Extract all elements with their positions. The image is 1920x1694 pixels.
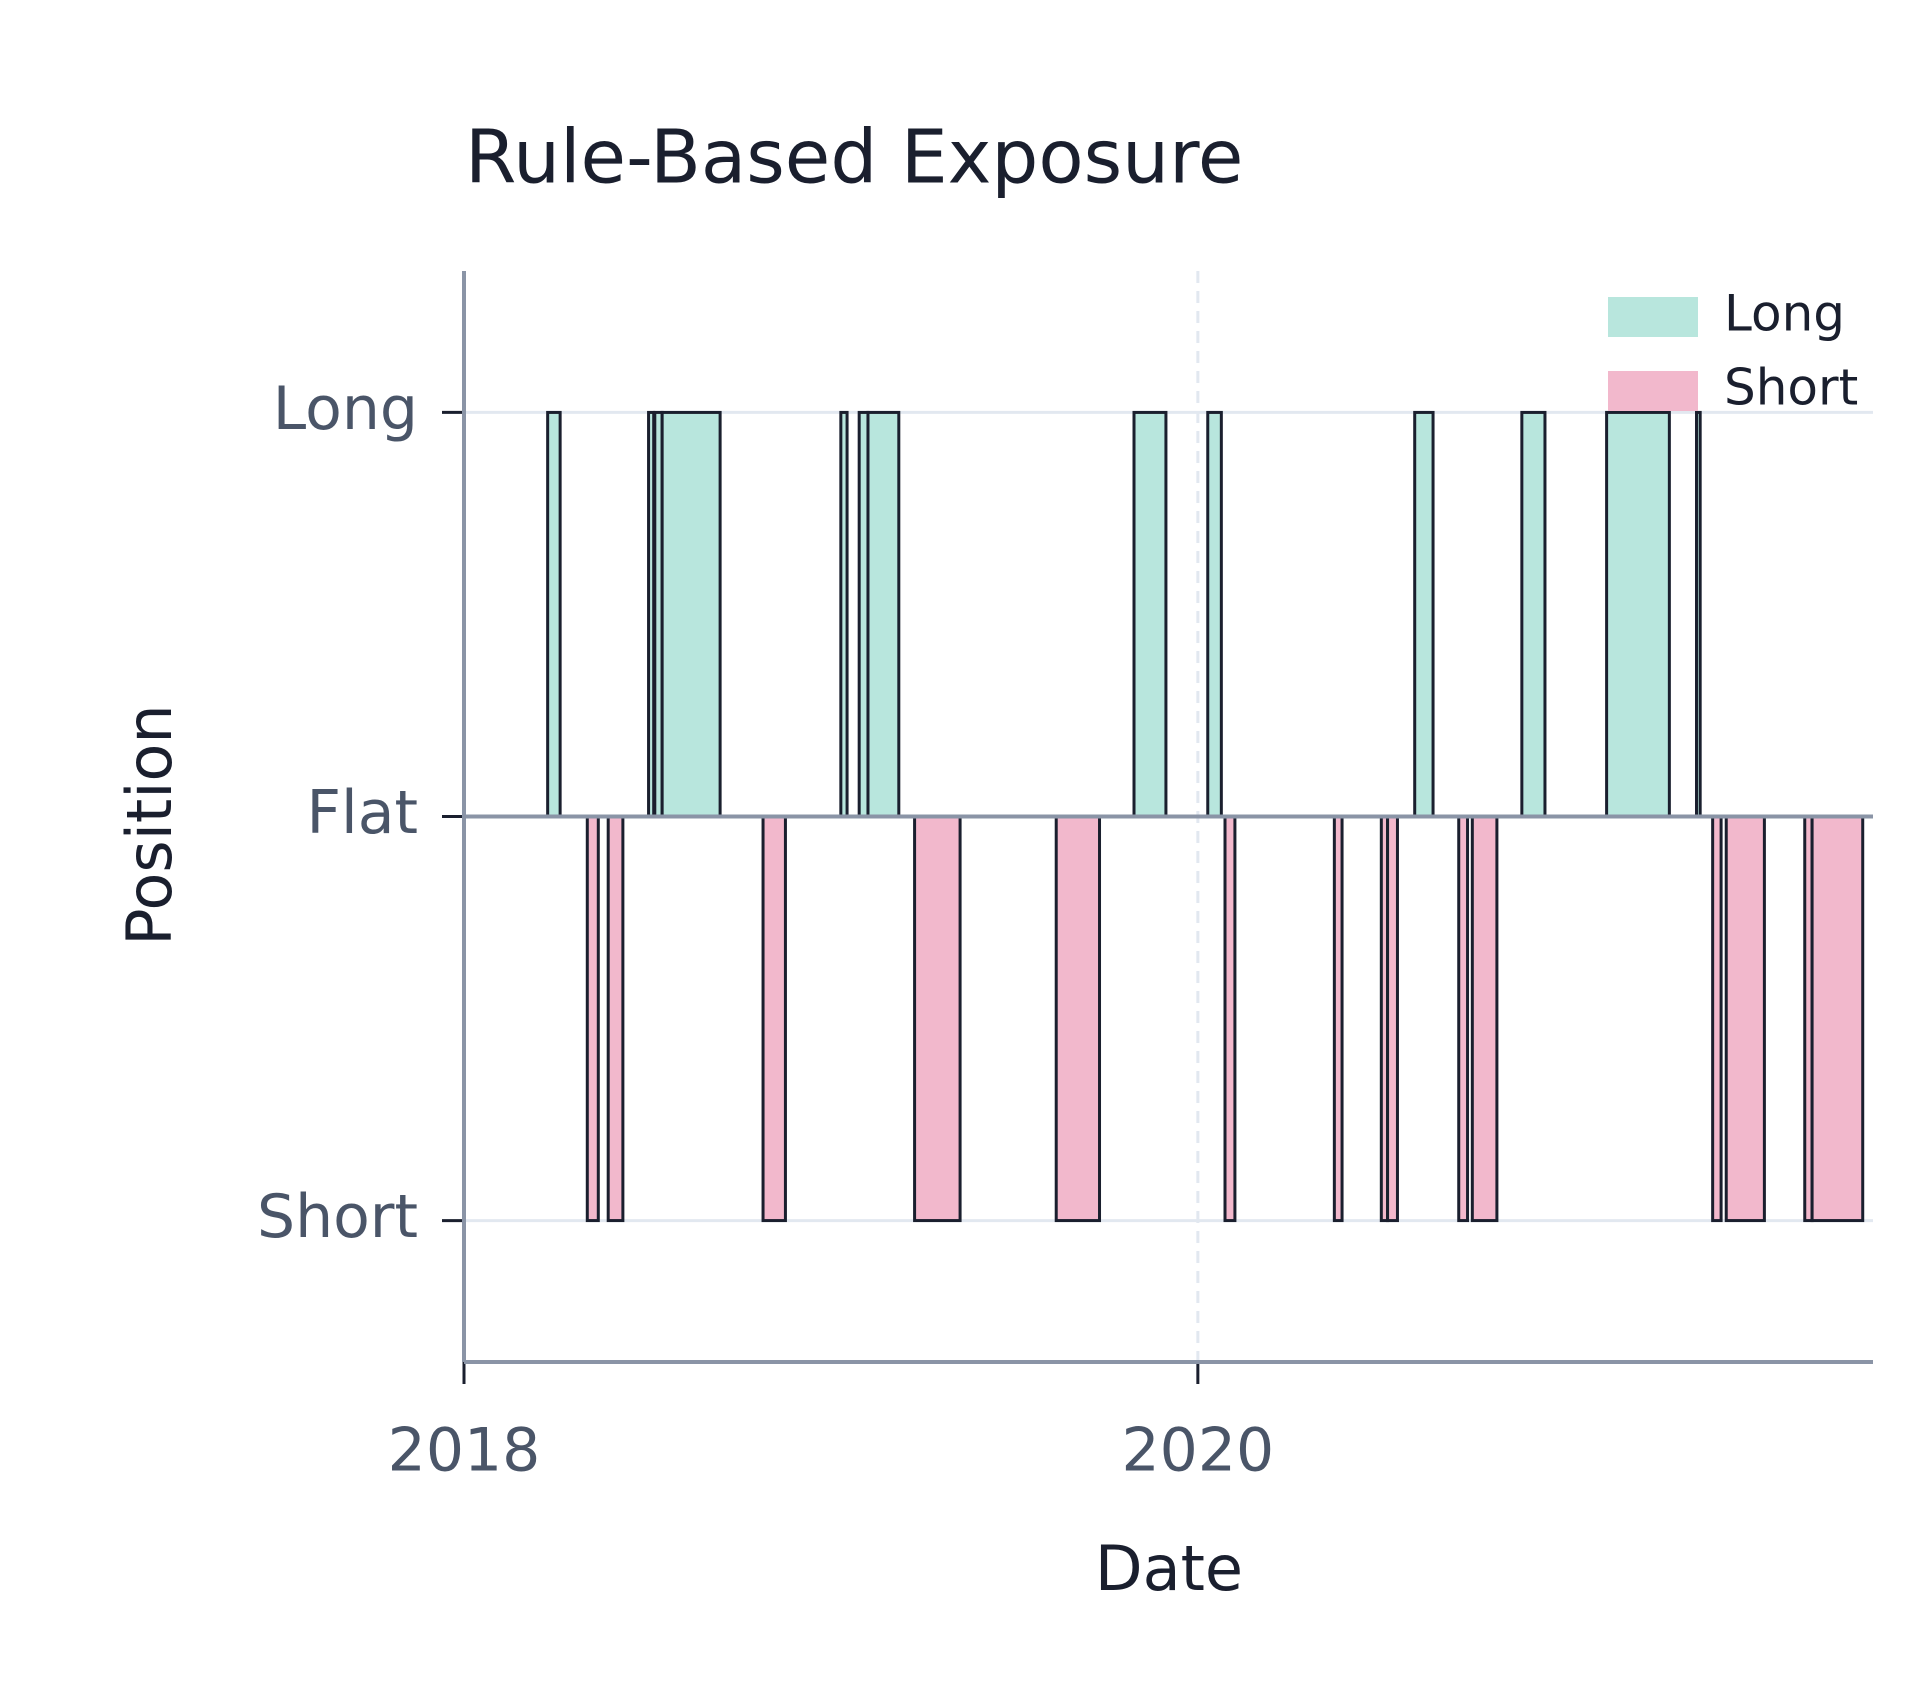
chart-title: Rule-Based Exposure bbox=[465, 115, 1243, 201]
bar bbox=[1223, 815, 1237, 1223]
x-tick-label: 2018 bbox=[388, 1416, 541, 1486]
bar bbox=[1810, 815, 1865, 1223]
bar bbox=[546, 410, 562, 818]
bar bbox=[1711, 815, 1723, 1223]
bar bbox=[866, 410, 901, 818]
bar bbox=[839, 410, 849, 818]
bar bbox=[1520, 410, 1547, 818]
legend-swatch bbox=[1608, 371, 1698, 411]
bar bbox=[1457, 815, 1470, 1223]
legend-label: Short bbox=[1724, 359, 1858, 417]
y-tick-label: Flat bbox=[307, 778, 418, 848]
x-axis-label: Date bbox=[1095, 1532, 1243, 1605]
bar bbox=[1386, 815, 1399, 1223]
legend-label: Long bbox=[1724, 285, 1845, 343]
bar bbox=[647, 410, 656, 818]
y-tick-label: Long bbox=[273, 374, 418, 444]
y-tick-label: Short bbox=[257, 1182, 418, 1252]
bar bbox=[1332, 815, 1344, 1223]
bar bbox=[1413, 410, 1435, 818]
bar bbox=[660, 410, 722, 818]
bar bbox=[1724, 815, 1766, 1223]
bar bbox=[1695, 410, 1702, 818]
x-tick-label: 2020 bbox=[1122, 1416, 1275, 1486]
bar bbox=[1054, 815, 1102, 1223]
bar bbox=[761, 815, 787, 1223]
bar bbox=[1605, 410, 1671, 818]
bar bbox=[913, 815, 962, 1223]
bar bbox=[1470, 815, 1499, 1223]
bar bbox=[606, 815, 625, 1223]
y-axis-label: Position bbox=[113, 704, 186, 945]
bar bbox=[1132, 410, 1168, 818]
bar bbox=[1206, 410, 1223, 818]
legend-swatch bbox=[1608, 297, 1698, 337]
bar bbox=[585, 815, 600, 1223]
